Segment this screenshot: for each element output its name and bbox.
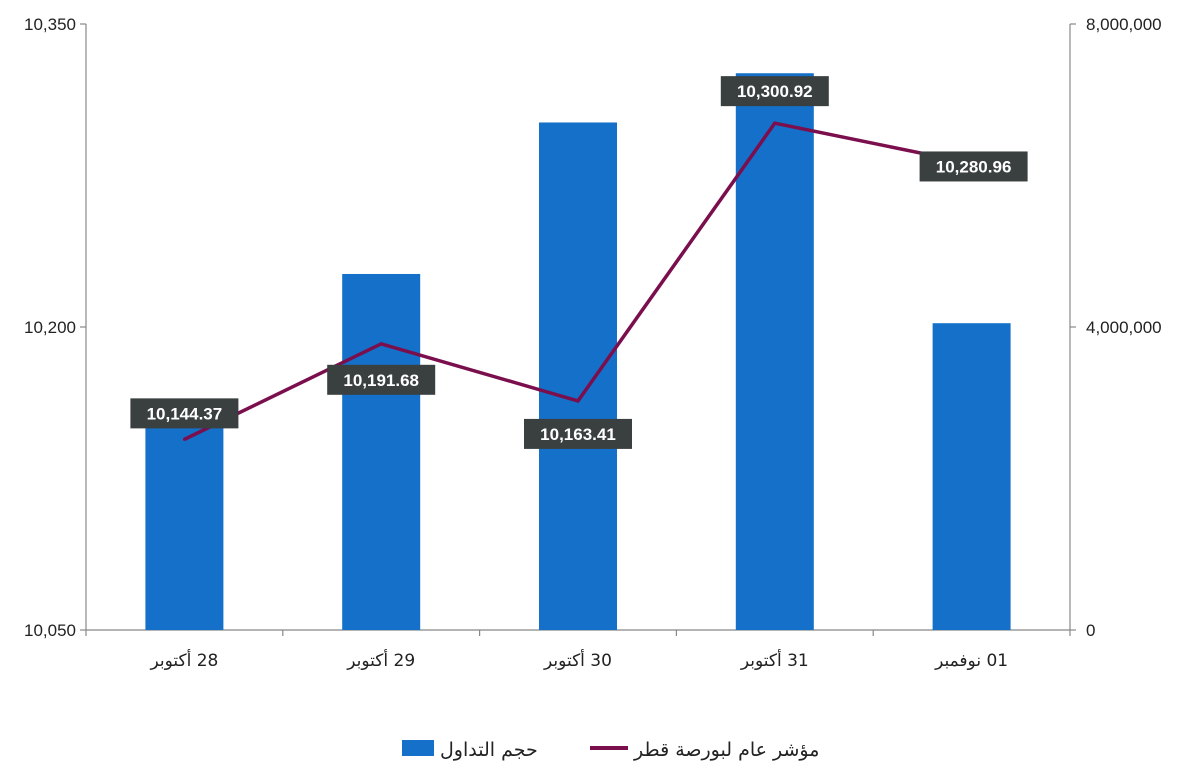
x-tick-label: 30 أكتوبر <box>543 649 612 671</box>
x-tick-label: 28 أكتوبر <box>149 649 218 671</box>
left-tick-label: 10,200 <box>24 318 76 337</box>
x-tick-label: 29 أكتوبر <box>346 649 415 671</box>
data-label-box <box>919 151 1028 182</box>
data-label-text: 10,163.41 <box>540 425 616 444</box>
legend-label-index: مؤشر عام لبورصة قطر <box>633 739 819 761</box>
volume-bar <box>342 273 421 630</box>
data-label-text: 10,280.96 <box>936 157 1012 176</box>
volume-bar <box>735 73 814 631</box>
data-label-box <box>130 398 239 429</box>
data-label-box <box>327 364 436 395</box>
volume-bar <box>145 417 224 630</box>
data-labels-layer: 10,144.37 10,191.68 10,163.41 10,300.92 10,2… <box>130 76 1028 449</box>
data-label-text: 10,144.37 <box>147 404 223 423</box>
index-point <box>576 399 580 403</box>
x-tick-label: 31 أكتوبر <box>740 649 809 671</box>
x-tick-label: 01 نوفمبر <box>934 651 1008 671</box>
volume-bar <box>539 122 617 630</box>
volume-bar <box>932 323 1011 630</box>
index-point <box>773 121 777 125</box>
index-point <box>379 342 383 346</box>
legend-label-volume: حجم التداول <box>440 739 538 761</box>
index-data-label: 10,144.37 <box>130 398 239 429</box>
index-data-label: 10,163.41 <box>524 418 632 449</box>
data-label-box <box>524 418 632 449</box>
index-data-label: 10,191.68 <box>327 364 436 395</box>
index-data-label: 10,280.96 <box>919 151 1028 182</box>
data-label-text: 10,191.68 <box>343 371 419 390</box>
axes-layer: 10,050 10,200 10,350 0 4,000,000 8,000,000 28 … <box>24 15 1162 671</box>
left-tick-label: 10,350 <box>24 15 76 34</box>
right-tick-label: 8,000,000 <box>1086 15 1162 34</box>
right-tick-label: 0 <box>1086 621 1095 640</box>
left-tick-label: 10,050 <box>24 621 76 640</box>
legend-swatch-volume <box>402 740 434 756</box>
index-data-label: 10,300.92 <box>720 76 829 107</box>
data-label-box <box>720 76 829 107</box>
index-point <box>182 437 186 441</box>
bars-layer <box>145 73 1011 631</box>
legend: حجم التداول مؤشر عام لبورصة قطر <box>402 739 819 761</box>
data-label-text: 10,300.92 <box>737 82 813 101</box>
right-tick-label: 4,000,000 <box>1086 318 1162 337</box>
